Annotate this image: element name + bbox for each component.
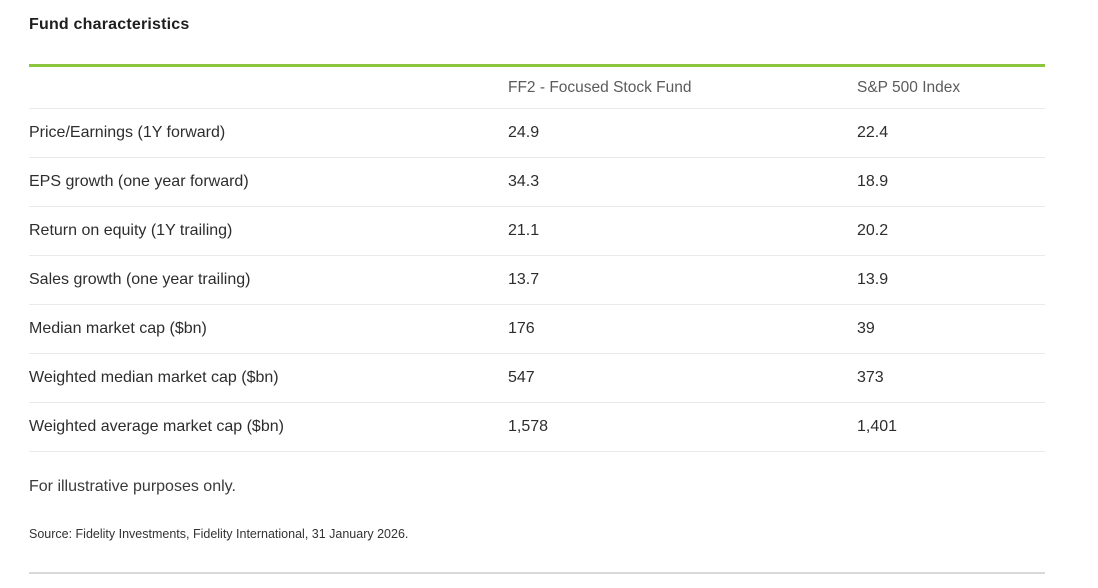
row-label: Weighted average market cap ($bn) [29,418,284,435]
row-label: Return on equity (1Y trailing) [29,222,233,239]
fund-value: 21.1 [508,222,540,239]
fund-value: 547 [508,369,535,386]
table-row: Weighted median market cap ($bn) 547 373 [29,354,1045,403]
index-value: 373 [857,369,884,386]
fund-characteristics-table: FF2 - Focused Stock Fund S&P 500 Index P… [29,67,1045,452]
row-label: Weighted median market cap ($bn) [29,369,279,386]
column-header-fund: FF2 - Focused Stock Fund [508,78,692,96]
index-value: 20.2 [857,222,889,239]
content-area: Fund characteristics FF2 - Focused Stock… [29,14,1045,574]
table-row: Median market cap ($bn) 176 39 [29,305,1045,354]
index-value: 1,401 [857,418,898,435]
footnote: For illustrative purposes only. [29,478,236,495]
table-row: Weighted average market cap ($bn) 1,578 … [29,403,1045,452]
index-value: 13.9 [857,271,889,288]
row-label: Sales growth (one year trailing) [29,271,251,288]
fund-value: 13.7 [508,271,540,288]
index-value: 39 [857,320,875,337]
fund-value: 1,578 [508,418,549,435]
page-title: Fund characteristics [29,16,190,33]
index-value: 22.4 [857,124,889,141]
fund-value: 24.9 [508,124,540,141]
fund-value: 176 [508,320,535,337]
table-row: Price/Earnings (1Y forward) 24.9 22.4 [29,109,1045,158]
table-row: EPS growth (one year forward) 34.3 18.9 [29,158,1045,207]
fund-value: 34.3 [508,173,540,190]
column-header-index: S&P 500 Index [857,78,961,96]
bottom-divider [29,572,1045,574]
table-row: Sales growth (one year trailing) 13.7 13… [29,256,1045,305]
row-label: EPS growth (one year forward) [29,173,249,190]
accent-rule [29,64,1045,67]
table-row: Return on equity (1Y trailing) 21.1 20.2 [29,207,1045,256]
table-header-row: FF2 - Focused Stock Fund S&P 500 Index [29,67,1045,109]
source-note: Source: Fidelity Investments, Fidelity I… [29,527,409,541]
row-label: Price/Earnings (1Y forward) [29,124,226,141]
index-value: 18.9 [857,173,889,190]
row-label: Median market cap ($bn) [29,320,207,337]
